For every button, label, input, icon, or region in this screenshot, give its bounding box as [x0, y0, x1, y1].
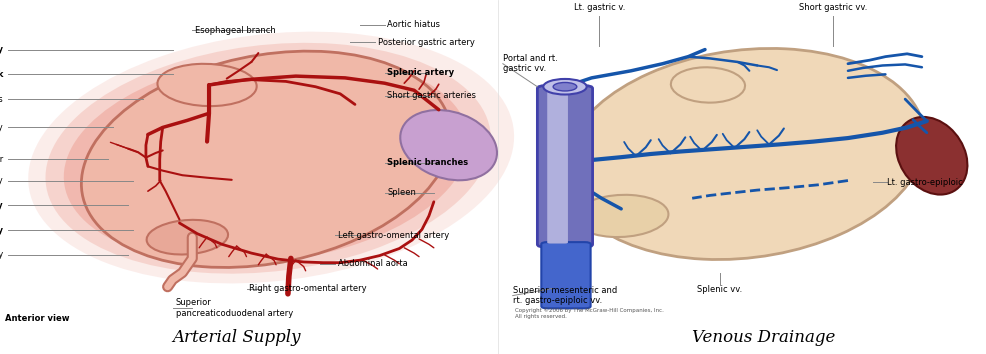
Text: Splenic branches: Splenic branches [387, 158, 468, 167]
Text: Portal and rt.
gastric vv.: Portal and rt. gastric vv. [503, 54, 558, 73]
Text: Lt. gastro-epiploic: Lt. gastro-epiploic [887, 178, 963, 187]
Ellipse shape [896, 117, 967, 195]
Text: Right gastric artery: Right gastric artery [0, 176, 3, 185]
Text: Cystic artery: Cystic artery [0, 123, 3, 132]
Text: Right gastro-omental artery: Right gastro-omental artery [249, 284, 367, 293]
FancyBboxPatch shape [537, 86, 593, 247]
Ellipse shape [64, 55, 468, 264]
Text: Left gastro-omental artery: Left gastro-omental artery [338, 231, 450, 240]
Ellipse shape [574, 195, 669, 237]
Text: Common hepatic artery: Common hepatic artery [0, 201, 3, 210]
Text: Lt. gastric v.: Lt. gastric v. [574, 4, 625, 12]
Text: Venous Drainage: Venous Drainage [692, 329, 836, 346]
Text: Right and left branches: Right and left branches [0, 95, 3, 104]
Text: Celiac trunk: Celiac trunk [0, 70, 3, 79]
Circle shape [543, 79, 587, 95]
Text: Posterior gastric artery: Posterior gastric artery [378, 38, 474, 47]
Text: Arterial Supply: Arterial Supply [173, 329, 301, 346]
Text: Short gastric arteries: Short gastric arteries [387, 91, 476, 100]
Text: Esophageal branch: Esophageal branch [195, 25, 276, 35]
FancyBboxPatch shape [541, 242, 591, 308]
Ellipse shape [29, 32, 514, 284]
Ellipse shape [158, 64, 256, 106]
Text: Superior mesenteric and
rt. gastro-epiploic vv.: Superior mesenteric and rt. gastro-epipl… [513, 286, 617, 305]
Text: Splenic artery: Splenic artery [387, 68, 455, 77]
FancyBboxPatch shape [547, 89, 568, 244]
Text: Hepatic artery proper: Hepatic artery proper [0, 155, 3, 164]
Ellipse shape [670, 67, 745, 103]
Text: Anterior view: Anterior view [5, 314, 69, 323]
Text: Gastroduodenal artery: Gastroduodenal artery [0, 225, 3, 235]
Circle shape [553, 82, 577, 91]
Text: Supraduodenal artery: Supraduodenal artery [0, 250, 3, 259]
Text: Spleen: Spleen [387, 188, 416, 198]
Ellipse shape [45, 43, 491, 274]
Ellipse shape [147, 220, 228, 255]
Text: Splenic vv.: Splenic vv. [697, 285, 742, 294]
Text: Copyright ©2006 by The McGraw-Hill Companies, Inc.
All rights reserved.: Copyright ©2006 by The McGraw-Hill Compa… [515, 308, 664, 319]
Text: Left gastric artery: Left gastric artery [0, 45, 3, 54]
Ellipse shape [82, 51, 451, 268]
Text: Superior
pancreaticoduodenal artery: Superior pancreaticoduodenal artery [176, 298, 293, 318]
Ellipse shape [564, 48, 925, 259]
Ellipse shape [400, 110, 497, 180]
Text: Short gastric vv.: Short gastric vv. [799, 4, 868, 12]
Text: Abdominal aorta: Abdominal aorta [338, 259, 408, 268]
Text: Aortic hiatus: Aortic hiatus [387, 20, 441, 29]
